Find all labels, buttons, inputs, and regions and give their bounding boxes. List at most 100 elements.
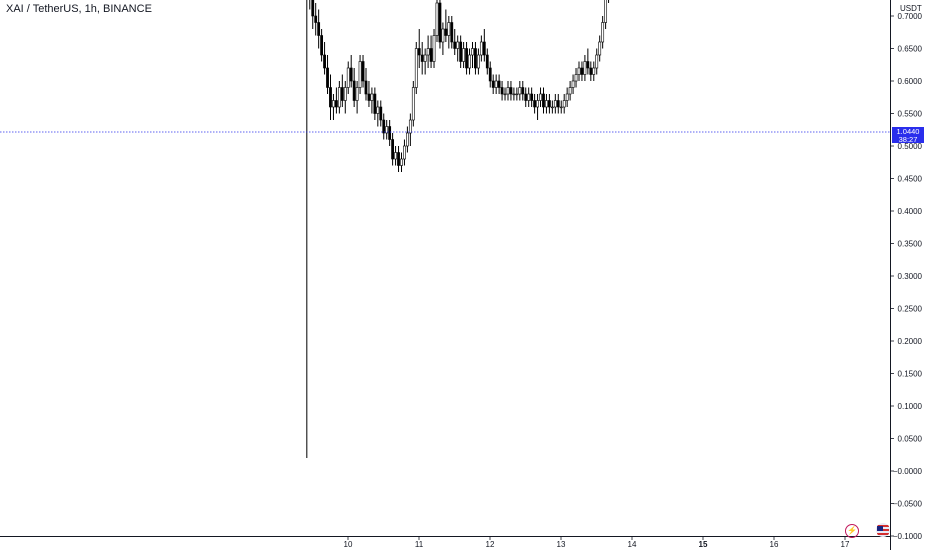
candle-body <box>488 67 492 82</box>
candle <box>352 68 356 107</box>
candle-body <box>435 2 439 36</box>
candle <box>571 74 575 94</box>
flash-icon[interactable]: ⚡ <box>845 524 859 538</box>
candle-body <box>346 67 350 88</box>
candle-body <box>355 87 359 101</box>
candle <box>346 61 350 94</box>
candle <box>503 87 507 101</box>
candle <box>527 87 531 107</box>
x-tick-label: 11 <box>415 540 424 549</box>
candle <box>423 48 427 75</box>
candle <box>521 81 525 101</box>
candle <box>444 9 448 42</box>
candle-body <box>548 100 551 108</box>
candle-body <box>370 93 374 101</box>
candle <box>435 0 439 42</box>
candle-body <box>553 100 557 108</box>
candle <box>367 81 371 107</box>
candle-body <box>539 93 542 101</box>
candle <box>509 81 513 101</box>
candle <box>589 61 593 81</box>
candle-body <box>352 80 356 101</box>
candle <box>468 48 471 75</box>
candle <box>583 55 587 81</box>
candle-body <box>397 152 400 166</box>
time-axis[interactable]: 10 11 12 13 14 15 16 17 <box>344 536 850 549</box>
candle <box>542 87 545 114</box>
candle-body <box>429 48 433 62</box>
candle-body <box>586 61 590 69</box>
candle-body <box>400 158 403 166</box>
currency-label[interactable]: USDT <box>900 4 922 13</box>
candle-body <box>562 100 566 108</box>
candle <box>394 146 397 166</box>
candle-body <box>533 100 537 108</box>
candle-body <box>571 80 575 88</box>
candle <box>556 94 560 114</box>
y-tick-label: 0.4500 <box>898 175 923 184</box>
candle-body <box>556 100 560 108</box>
candle <box>586 48 590 75</box>
candle-body <box>500 87 504 95</box>
y-tick-label: 0.1000 <box>898 402 923 411</box>
symbol-title[interactable]: XAI / TetherUS, 1h, BINANCE <box>6 3 152 15</box>
candle-body <box>314 15 318 23</box>
y-tick-label: 0.2500 <box>898 305 923 314</box>
candle-body <box>361 61 365 82</box>
price-axis[interactable]: 1.35001.30001.25001.20001.15001.10001.05… <box>890 0 923 550</box>
candle <box>397 146 400 172</box>
candle <box>553 94 557 114</box>
candle-body <box>447 22 451 36</box>
candle <box>349 55 353 88</box>
candle-body <box>601 22 605 43</box>
candle-body <box>423 54 427 62</box>
candle <box>568 81 572 101</box>
candle-body <box>536 100 539 108</box>
candle <box>411 81 415 127</box>
candle-body <box>385 126 389 134</box>
candle-body <box>604 0 608 23</box>
candle <box>580 61 584 81</box>
y-tick-label: 0.7000 <box>898 12 923 21</box>
candle <box>335 87 338 114</box>
candle <box>340 74 344 107</box>
candle <box>562 94 566 114</box>
candle <box>358 55 362 94</box>
candle-body <box>343 87 347 101</box>
y-tick-label: −0.0500 <box>893 500 923 509</box>
candle <box>515 87 519 101</box>
candle <box>314 3 318 36</box>
candle-body <box>406 132 409 147</box>
y-tick-label: 0.2000 <box>898 337 923 346</box>
candle <box>450 16 454 49</box>
candle-body <box>364 80 368 95</box>
x-tick-label: 17 <box>841 540 850 549</box>
candle-body <box>482 41 486 56</box>
candle-body <box>414 48 418 88</box>
candle <box>488 61 492 88</box>
y-tick-label: 0.1500 <box>898 370 923 379</box>
candle-body <box>521 87 525 95</box>
candle <box>447 16 451 49</box>
candle <box>343 81 347 114</box>
candle-body <box>518 87 522 95</box>
candle-body <box>403 145 406 160</box>
candle <box>420 42 424 75</box>
candle <box>482 29 486 62</box>
candle <box>432 29 436 68</box>
candle-body <box>426 48 430 56</box>
candle <box>376 100 380 127</box>
candle <box>479 35 483 62</box>
candle <box>429 35 433 68</box>
us-flag-icon[interactable] <box>876 523 890 537</box>
y-tick-label: 0.6500 <box>898 45 923 54</box>
candle-body <box>598 41 602 56</box>
candle <box>438 0 442 49</box>
candle-body <box>468 54 471 69</box>
candle-body <box>379 106 383 121</box>
candle-body <box>376 106 380 114</box>
candle <box>414 42 418 94</box>
candle-body <box>450 22 454 43</box>
candle <box>355 81 359 114</box>
